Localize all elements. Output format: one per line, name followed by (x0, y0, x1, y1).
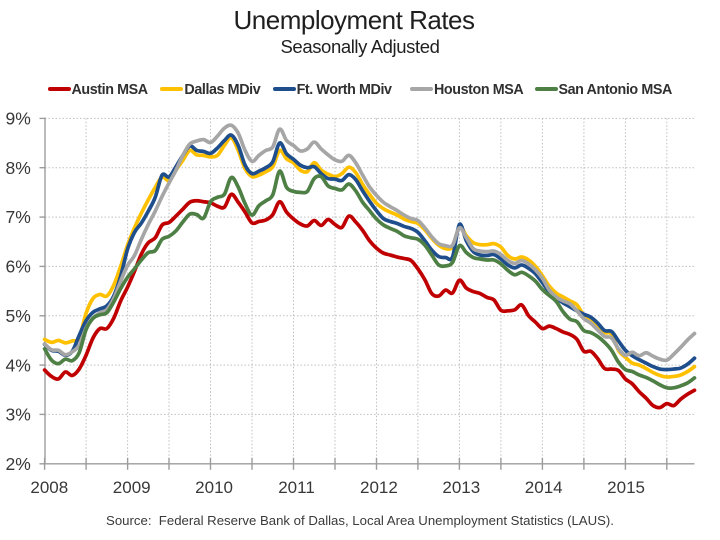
svg-text:2010: 2010 (195, 478, 233, 497)
svg-text:7%: 7% (6, 207, 31, 227)
svg-text:5%: 5% (6, 306, 31, 326)
svg-text:2013: 2013 (442, 478, 480, 497)
svg-text:4%: 4% (6, 355, 31, 375)
svg-text:6%: 6% (6, 257, 31, 277)
svg-text:2014: 2014 (525, 478, 563, 497)
svg-text:2011: 2011 (278, 478, 315, 497)
svg-text:8%: 8% (6, 158, 31, 178)
svg-text:2009: 2009 (113, 478, 151, 497)
svg-text:2015: 2015 (607, 478, 645, 497)
svg-text:3%: 3% (6, 405, 31, 425)
svg-text:2008: 2008 (30, 478, 68, 497)
svg-text:2%: 2% (6, 454, 31, 474)
svg-text:2012: 2012 (360, 478, 398, 497)
svg-text:9%: 9% (6, 109, 31, 129)
